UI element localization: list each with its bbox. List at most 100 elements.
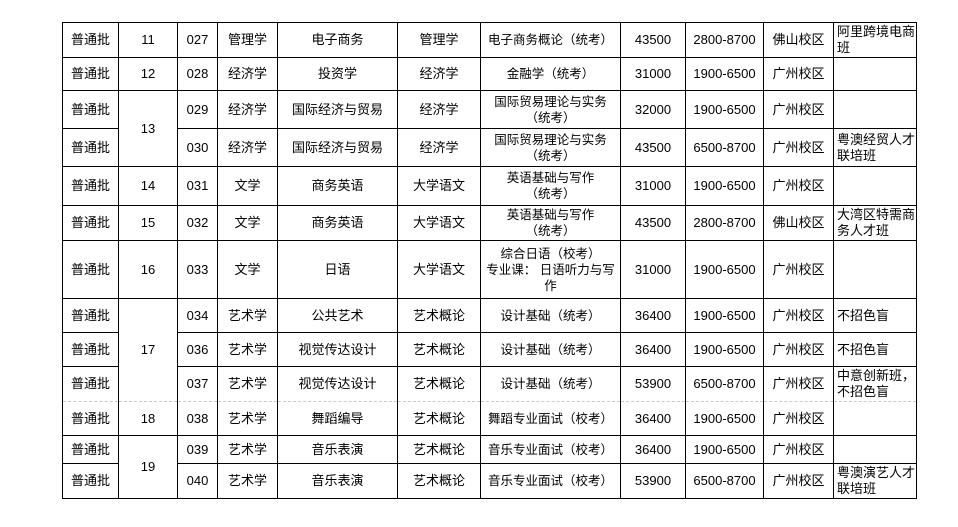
- cell-major: 国际经济与贸易: [277, 90, 398, 129]
- cell-campus: 广州校区: [763, 366, 834, 402]
- cell-campus: 广州校区: [763, 463, 834, 499]
- cell-subject: 经济学: [397, 90, 481, 129]
- cell-major: 商务英语: [277, 205, 398, 241]
- cell-seq: 13: [118, 90, 178, 167]
- cell-code: 036: [177, 332, 218, 367]
- cell-note: [833, 240, 917, 299]
- cell-exam: 电子商务概论（统考）: [480, 22, 621, 58]
- cell-seq: 18: [118, 401, 178, 436]
- cell-note: 粤澳演艺人才联培班: [833, 463, 917, 499]
- cell-subject: 大学语文: [397, 166, 481, 206]
- cell-major: 音乐表演: [277, 463, 398, 499]
- cell-exam: 英语基础与写作 （统考）: [480, 205, 621, 241]
- cell-discipline: 文学: [217, 166, 278, 206]
- cell-subject: 艺术概论: [397, 401, 481, 436]
- cell-code: 039: [177, 435, 218, 464]
- cell-note: [833, 166, 917, 206]
- cell-major: 商务英语: [277, 166, 398, 206]
- cell-fee: 31000: [620, 240, 686, 299]
- cell-range: 1900-6500: [685, 401, 764, 436]
- cell-code: 027: [177, 22, 218, 58]
- cell-fee: 32000: [620, 90, 686, 129]
- cell-campus: 佛山校区: [763, 22, 834, 58]
- table-row: 普通批 11 027 管理学 电子商务 管理学 电子商务概论（统考） 43500 2800-87…: [62, 22, 917, 58]
- cell-batch: 普通批: [62, 298, 119, 333]
- cell-code: 031: [177, 166, 218, 206]
- cell-seq: 16: [118, 240, 178, 299]
- cell-major: 电子商务: [277, 22, 398, 58]
- cell-subject: 经济学: [397, 57, 481, 91]
- cell-exam: 音乐专业面试（校考）: [480, 435, 621, 464]
- table-row: 普通批 16 033 文学 日语 大学语文 综合日语（校考） 专业课： 日语听力与写 作 31…: [62, 240, 917, 299]
- cell-exam: 音乐专业面试（校考）: [480, 463, 621, 499]
- cell-seq: 12: [118, 57, 178, 91]
- cell-campus: 佛山校区: [763, 205, 834, 241]
- cell-subject: 大学语文: [397, 240, 481, 299]
- cell-major: 国际经济与贸易: [277, 128, 398, 167]
- cell-fee: 36400: [620, 401, 686, 436]
- cell-campus: 广州校区: [763, 128, 834, 167]
- cell-discipline: 经济学: [217, 128, 278, 167]
- admission-plan-table: 普通批 11 027 管理学 电子商务 管理学 电子商务概论（统考） 43500 2800-87…: [62, 22, 917, 499]
- cell-code: 038: [177, 401, 218, 436]
- cell-batch: 普通批: [62, 240, 119, 299]
- cell-discipline: 艺术学: [217, 401, 278, 436]
- cell-campus: 广州校区: [763, 332, 834, 367]
- table-row: 普通批 12 028 经济学 投资学 经济学 金融学（统考） 31000 1900-6500 广州…: [62, 57, 917, 91]
- cell-major: 投资学: [277, 57, 398, 91]
- cell-code: 030: [177, 128, 218, 167]
- cell-fee: 53900: [620, 366, 686, 402]
- cell-exam: 舞蹈专业面试（校考）: [480, 401, 621, 436]
- cell-code: 040: [177, 463, 218, 499]
- cell-major: 日语: [277, 240, 398, 299]
- cell-exam: 综合日语（校考） 专业课： 日语听力与写 作: [480, 240, 621, 299]
- cell-note: [833, 435, 917, 464]
- cell-subject: 艺术概论: [397, 298, 481, 333]
- cell-campus: 广州校区: [763, 298, 834, 333]
- cell-note: 不招色盲: [833, 298, 917, 333]
- cell-range: 2800-8700: [685, 205, 764, 241]
- cell-seq: 17: [118, 298, 178, 402]
- table-row: 普通批 040 艺术学 音乐表演 艺术概论 音乐专业面试（校考） 53900 6500-870…: [62, 463, 917, 499]
- table-row: 普通批 14 031 文学 商务英语 大学语文 英语基础与写作 （统考） 31000 1900-…: [62, 166, 917, 206]
- cell-discipline: 经济学: [217, 57, 278, 91]
- cell-seq: 19: [118, 435, 178, 499]
- cell-fee: 36400: [620, 332, 686, 367]
- cell-fee: 31000: [620, 166, 686, 206]
- cell-discipline: 管理学: [217, 22, 278, 58]
- cell-discipline: 文学: [217, 205, 278, 241]
- cell-subject: 大学语文: [397, 205, 481, 241]
- cell-discipline: 艺术学: [217, 332, 278, 367]
- cell-exam: 设计基础（统考）: [480, 332, 621, 367]
- cell-subject: 艺术概论: [397, 366, 481, 402]
- cell-seq: 14: [118, 166, 178, 206]
- cell-code: 032: [177, 205, 218, 241]
- cell-discipline: 艺术学: [217, 435, 278, 464]
- cell-batch: 普通批: [62, 166, 119, 206]
- cell-discipline: 艺术学: [217, 298, 278, 333]
- cell-exam: 金融学（统考）: [480, 57, 621, 91]
- cell-major: 音乐表演: [277, 435, 398, 464]
- cell-exam: 设计基础（统考）: [480, 366, 621, 402]
- table-row: 普通批 030 经济学 国际经济与贸易 经济学 国际贸易理论与实务 （统考） 43500 65…: [62, 128, 917, 167]
- cell-batch: 普通批: [62, 90, 119, 129]
- cell-note: 大湾区特需商务人才班: [833, 205, 917, 241]
- cell-campus: 广州校区: [763, 435, 834, 464]
- cell-fee: 31000: [620, 57, 686, 91]
- cell-seq: 11: [118, 22, 178, 58]
- cell-batch: 普通批: [62, 401, 119, 436]
- cell-range: 1900-6500: [685, 298, 764, 333]
- cell-range: 2800-8700: [685, 22, 764, 58]
- cell-subject: 艺术概论: [397, 332, 481, 367]
- cell-batch: 普通批: [62, 435, 119, 464]
- cell-fee: 43500: [620, 128, 686, 167]
- cell-range: 1900-6500: [685, 332, 764, 367]
- cell-code: 028: [177, 57, 218, 91]
- cell-campus: 广州校区: [763, 240, 834, 299]
- cell-code: 029: [177, 90, 218, 129]
- cell-major: 公共艺术: [277, 298, 398, 333]
- cell-batch: 普通批: [62, 57, 119, 91]
- cell-code: 033: [177, 240, 218, 299]
- cell-batch: 普通批: [62, 205, 119, 241]
